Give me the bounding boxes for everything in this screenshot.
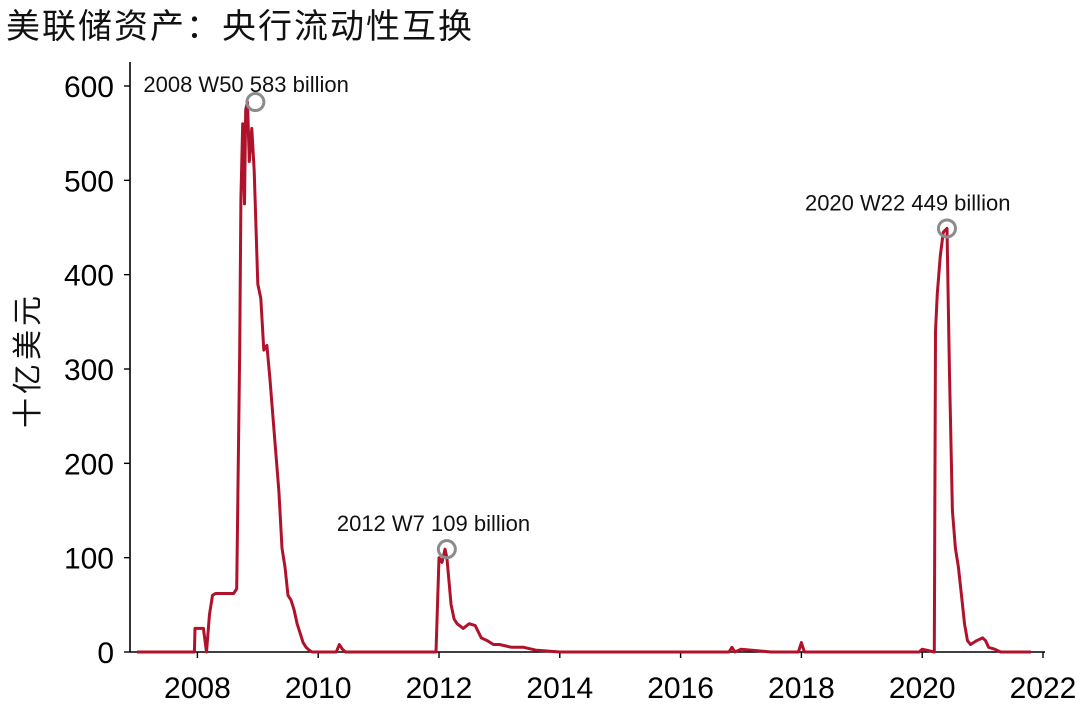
y-tick-label: 500 <box>64 165 114 198</box>
x-tick-label: 2016 <box>647 672 714 705</box>
series-line <box>137 100 1031 654</box>
x-tick-label: 2010 <box>285 672 352 705</box>
peak-annotation-label: 2012 W7 109 billion <box>337 511 530 536</box>
x-tick-label: 2012 <box>406 672 473 705</box>
x-tick-label: 2020 <box>889 672 956 705</box>
x-ticks: 2008 2010 2012 2014 2016 2018 2020 2022 <box>164 652 1076 705</box>
y-tick-label: 300 <box>64 354 114 387</box>
x-tick-label: 2014 <box>526 672 593 705</box>
x-tick-label: 2022 <box>1010 672 1077 705</box>
y-tick-label: 600 <box>64 71 114 104</box>
peak-marker <box>936 218 957 239</box>
y-ticks: 0 100 200 300 400 500 600 <box>64 71 130 670</box>
peak-annotation-label: 2020 W22 449 billion <box>805 190 1010 215</box>
x-tick-label: 2008 <box>164 672 231 705</box>
peak-marker <box>436 539 457 560</box>
chart-title: 美联储资产：央行流动性互换 <box>6 7 474 47</box>
peak-annotation-label: 2008 W50 583 billion <box>143 72 348 97</box>
y-tick-label: 0 <box>97 637 114 670</box>
y-tick-label: 400 <box>64 260 114 293</box>
peak-marker <box>245 92 266 113</box>
y-tick-label: 100 <box>64 543 114 576</box>
y-axis-label: 十亿美元 <box>11 292 46 428</box>
x-tick-label: 2018 <box>768 672 835 705</box>
y-tick-label: 200 <box>64 448 114 481</box>
peak-annotations: 2008 W50 583 billion 2012 W7 109 billion 2… <box>143 72 1010 560</box>
